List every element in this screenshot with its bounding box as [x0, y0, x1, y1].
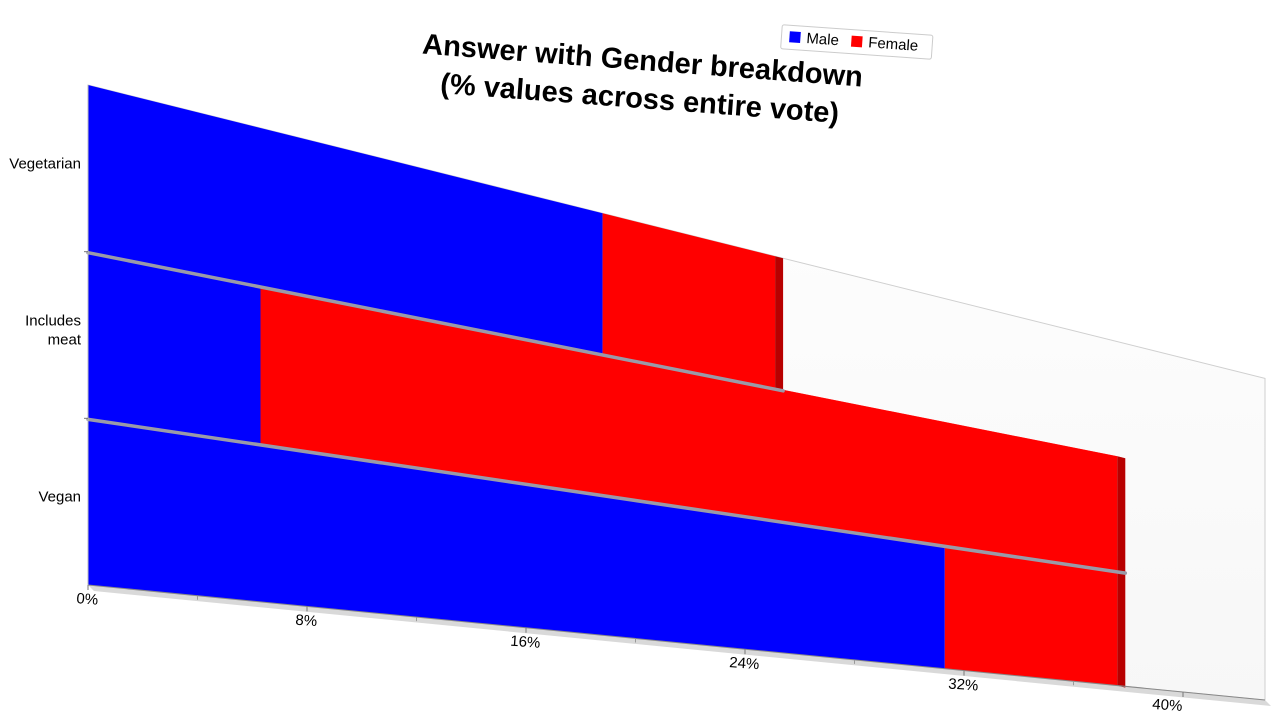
x-tick-label: 8% [295, 612, 318, 630]
bar-front-face [88, 85, 603, 354]
bar-end-face [1117, 570, 1126, 688]
row-divider [86, 417, 1128, 575]
x-tick-label: 40% [1152, 696, 1183, 715]
bar-front-face [88, 418, 945, 669]
category-label-line: Vegetarian [9, 155, 81, 172]
legend-item-male[interactable]: Male [789, 29, 840, 49]
bar-front-face [260, 285, 1118, 571]
bar-front-face [88, 251, 261, 444]
x-axis-line [87, 584, 1266, 701]
x-tick-label: 16% [510, 633, 541, 652]
legend-label-male: Male [806, 30, 840, 49]
bar-front-face [602, 213, 776, 389]
bar-female-vegetarian [602, 213, 784, 391]
divider-layer [86, 250, 1128, 575]
bar-end-face [1117, 456, 1126, 573]
plot-floor [88, 585, 1271, 706]
row-divider [86, 250, 785, 393]
bar-male-vegetarian [88, 85, 611, 354]
legend-label-female: Female [868, 34, 919, 54]
legend[interactable]: Male Female [780, 24, 934, 60]
legend-box: Male Female [780, 24, 934, 60]
x-tick-label: 24% [729, 654, 760, 673]
bar-front-face [944, 545, 1118, 686]
category-label-line: meat [48, 332, 82, 349]
legend-swatch-female [850, 35, 863, 48]
x-tick-label: 0% [76, 590, 99, 608]
axis-layer: 0% 8% 16% 24% 32% 40% Vegetarian Includes meat Ve… [9, 85, 1266, 715]
legend-swatch-male [789, 31, 801, 44]
bar-end-face [775, 256, 784, 391]
category-label-includes-meat: Includes meat [25, 313, 82, 349]
category-label-line: Vegan [38, 489, 81, 506]
legend-item-female[interactable]: Female [850, 33, 919, 55]
x-tick-label: 32% [948, 676, 979, 695]
category-label-vegan: Vegan [38, 489, 81, 506]
category-label-vegetarian: Vegetarian [9, 155, 81, 172]
category-label-line: Includes [25, 313, 81, 330]
